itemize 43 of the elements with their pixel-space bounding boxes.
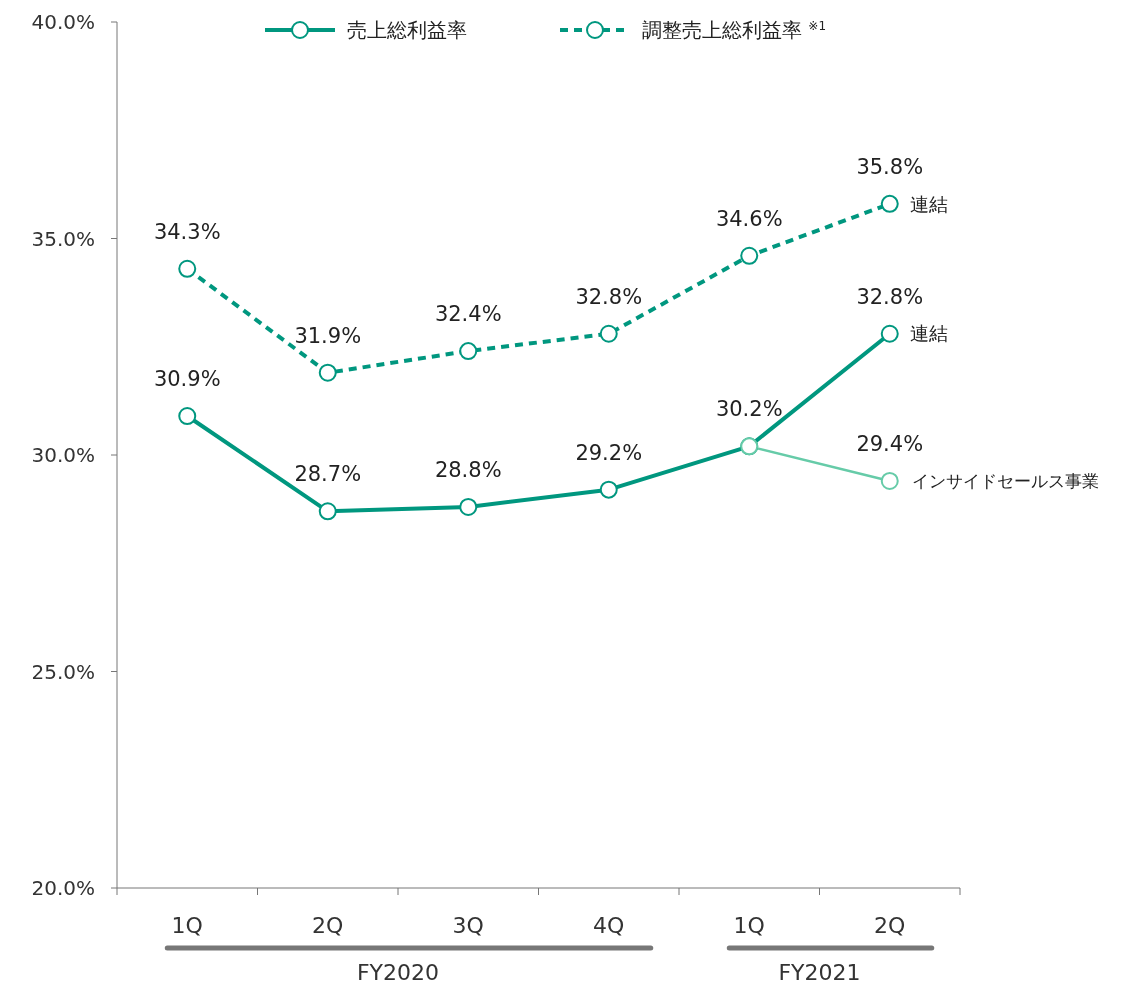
data-label: 30.2% (715, 397, 783, 422)
point (318, 363, 337, 382)
point (318, 502, 337, 521)
data-label: 34.6% (715, 206, 783, 231)
data-label: 32.8% (856, 284, 924, 309)
data-label: 34.3% (153, 219, 221, 244)
x-tick-label: 1Q (171, 913, 203, 938)
point (599, 480, 618, 499)
text: FY2021 (778, 960, 861, 985)
point (459, 497, 478, 516)
y-tick-label: 20.0% (31, 876, 95, 900)
legend-label: 調整売上総利益率 $^{※1}$ (642, 18, 827, 42)
data-label: 30.9% (153, 367, 221, 392)
text: FY2020 (356, 960, 440, 985)
point (740, 246, 759, 265)
data-label: 32.4% (434, 302, 502, 327)
point (880, 471, 899, 490)
data-label: 28.7% (294, 462, 362, 487)
annotation: 連結 (909, 192, 948, 215)
x-tick-label: 4Q (593, 913, 625, 938)
point (880, 194, 899, 213)
point (178, 407, 197, 426)
data-label: 28.8% (434, 457, 502, 482)
point (178, 259, 197, 278)
x-tick-label: 1Q (733, 913, 765, 938)
y-tick-label: 30.0% (31, 443, 95, 467)
y-tick-label: 25.0% (31, 659, 95, 684)
series-label: インサイドセールス事業 (911, 470, 1099, 491)
x-tick-label: 2Q (312, 913, 344, 938)
point (459, 342, 478, 361)
y-tick-label: 40.0% (31, 10, 95, 34)
annotation: 連結 (909, 322, 948, 345)
data-label: 29.4% (856, 431, 924, 456)
legend-label: 売上総利益率 (347, 18, 467, 42)
x-tick-label: 2Q (874, 913, 906, 938)
data-label: 31.9% (294, 323, 362, 348)
point (880, 324, 899, 343)
point (599, 324, 618, 343)
data-label: 35.8% (856, 154, 924, 179)
data-label: 29.2% (575, 440, 643, 465)
x-tick-label: 3Q (452, 913, 484, 938)
data-label: 32.8% (575, 284, 643, 309)
y-tick-label: 35.0% (31, 226, 95, 251)
